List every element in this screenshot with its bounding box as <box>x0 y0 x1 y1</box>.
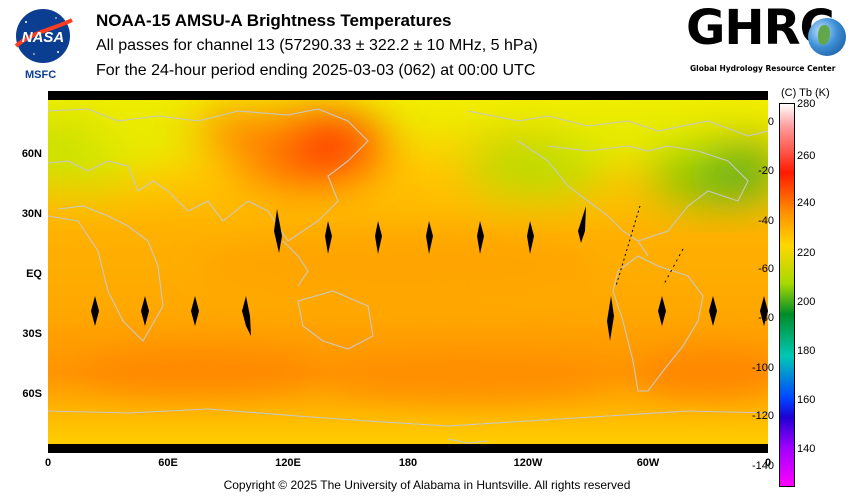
ghrc-logo-subtitle: Global Hydrology Resource Center <box>690 64 836 73</box>
lon-label-60e: 60E <box>158 457 178 469</box>
colorbar-kelvin-tick: 180 <box>797 345 816 357</box>
brightness-temperature-map <box>48 91 768 453</box>
gap-streak <box>662 248 684 287</box>
nasa-logo-text: NASA <box>22 29 65 46</box>
coastlines <box>48 108 768 444</box>
lat-label-30n: 30N <box>21 208 42 220</box>
gap-swath <box>191 296 199 326</box>
missing-data-south-edge <box>48 444 768 453</box>
lon-label-120w: 120W <box>513 457 543 469</box>
lon-label-180: 180 <box>398 457 418 469</box>
colorbar-kelvin-tick: 140 <box>797 443 816 455</box>
missing-data-north-edge <box>48 91 768 100</box>
gap-swath <box>578 206 586 243</box>
gap-swath <box>325 221 332 254</box>
colorbar-celsius-tick: -100 <box>751 362 774 374</box>
northern-anomalies <box>48 106 768 203</box>
lon-label-120e: 120E <box>275 457 301 469</box>
colorbar-celsius-tick: 0 <box>767 116 774 128</box>
gap-swath <box>91 296 99 326</box>
colorbar-kelvin-tick: 280 <box>797 98 816 110</box>
gap-swath <box>274 209 282 253</box>
gap-swath <box>477 221 484 254</box>
channel-description: All passes for channel 13 (57290.33 ± 32… <box>96 37 538 54</box>
nasa-center-label: MSFC <box>25 69 57 81</box>
colorbar-kelvin-tick: 160 <box>797 394 816 406</box>
missing-data-gaps <box>48 91 768 453</box>
nasa-logo: NASA <box>12 8 74 64</box>
colorbar-celsius-tick: -80 <box>758 312 774 324</box>
lon-label-0-right: 0 <box>764 457 772 469</box>
colorbar-celsius-tick: -60 <box>758 263 774 275</box>
colorbar-celsius-tick: -40 <box>758 215 774 227</box>
lon-label-60w: 60W <box>636 457 660 469</box>
gap-swath <box>709 296 717 326</box>
gap-swath <box>527 221 534 254</box>
ghrc-logo: GHRC Global Hydrology Resource Center <box>686 0 848 74</box>
period-description: For the 24-hour period ending 2025-03-03… <box>96 62 536 79</box>
lat-label-eq: EQ <box>26 268 42 280</box>
colorbar-celsius-tick: -120 <box>751 410 774 422</box>
gap-swath <box>607 296 614 341</box>
copyright-notice: Copyright © 2025 The University of Alaba… <box>223 478 631 492</box>
globe-icon <box>808 18 846 56</box>
page-title: NOAA-15 AMSU-A Brightness Temperatures <box>96 11 452 30</box>
gap-swath <box>760 296 768 326</box>
gap-swath <box>658 296 666 326</box>
colorbar-units: (C) Tb (K) <box>781 87 830 99</box>
gap-swath <box>242 296 251 336</box>
gap-swath <box>375 221 382 254</box>
lat-label-60n: 60N <box>21 148 42 160</box>
lat-label-30s: 30S <box>22 328 42 340</box>
gap-swath <box>141 296 149 326</box>
colorbar <box>779 103 795 487</box>
lon-label-0: 0 <box>44 457 52 469</box>
map-svg <box>48 91 768 453</box>
colorbar-kelvin-tick: 200 <box>797 296 816 308</box>
colorbar-celsius-tick: -20 <box>758 165 774 177</box>
gap-streak <box>615 205 641 287</box>
colorbar-kelvin-tick: 260 <box>797 150 816 162</box>
southern-anomalies <box>78 236 768 398</box>
colorbar-celsius-tick: -140 <box>751 460 774 472</box>
gap-swath <box>426 221 433 254</box>
colorbar-kelvin-tick: 220 <box>797 247 816 259</box>
lat-label-60s: 60S <box>22 388 42 400</box>
colorbar-kelvin-tick: 240 <box>797 197 816 209</box>
